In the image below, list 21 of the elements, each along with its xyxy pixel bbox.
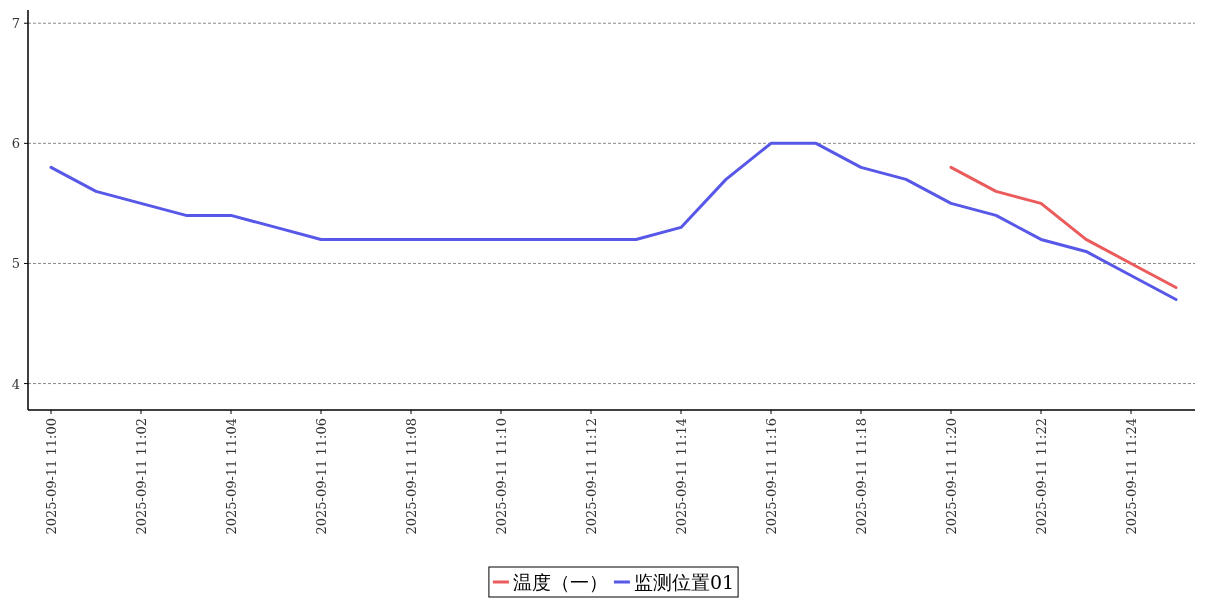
x-tick-label: 2025-09-11 11:10 [494, 418, 509, 535]
x-tick-label: 2025-09-11 11:06 [314, 418, 329, 535]
x-tick-label: 2025-09-11 11:08 [404, 418, 419, 535]
line-series [949, 165, 1178, 289]
x-tick-label: 2025-09-11 11:20 [944, 418, 959, 535]
x-tick-label: 2025-09-11 11:16 [764, 418, 779, 535]
x-tick-label: 2025-09-11 11:22 [1034, 418, 1049, 535]
x-tick-label: 2025-09-11 11:02 [134, 418, 149, 535]
x-tick-label: 2025-09-11 11:14 [674, 418, 689, 535]
line-series [49, 141, 1178, 301]
legend-label: 监测位置01 [633, 571, 735, 593]
y-tick-label: 5 [11, 256, 20, 272]
x-tick-label: 2025-09-11 11:18 [854, 418, 869, 535]
y-tick-label: 4 [11, 376, 20, 392]
legend-label: 温度（一） [512, 571, 608, 593]
x-tick-label: 2025-09-11 11:24 [1124, 418, 1139, 535]
x-tick-label: 2025-09-11 11:00 [44, 418, 59, 535]
x-tick-label: 2025-09-11 11:12 [584, 418, 599, 535]
y-tick-label: 6 [11, 136, 20, 152]
y-tick-label: 7 [11, 16, 20, 32]
x-tick-label: 2025-09-11 11:04 [224, 418, 239, 535]
